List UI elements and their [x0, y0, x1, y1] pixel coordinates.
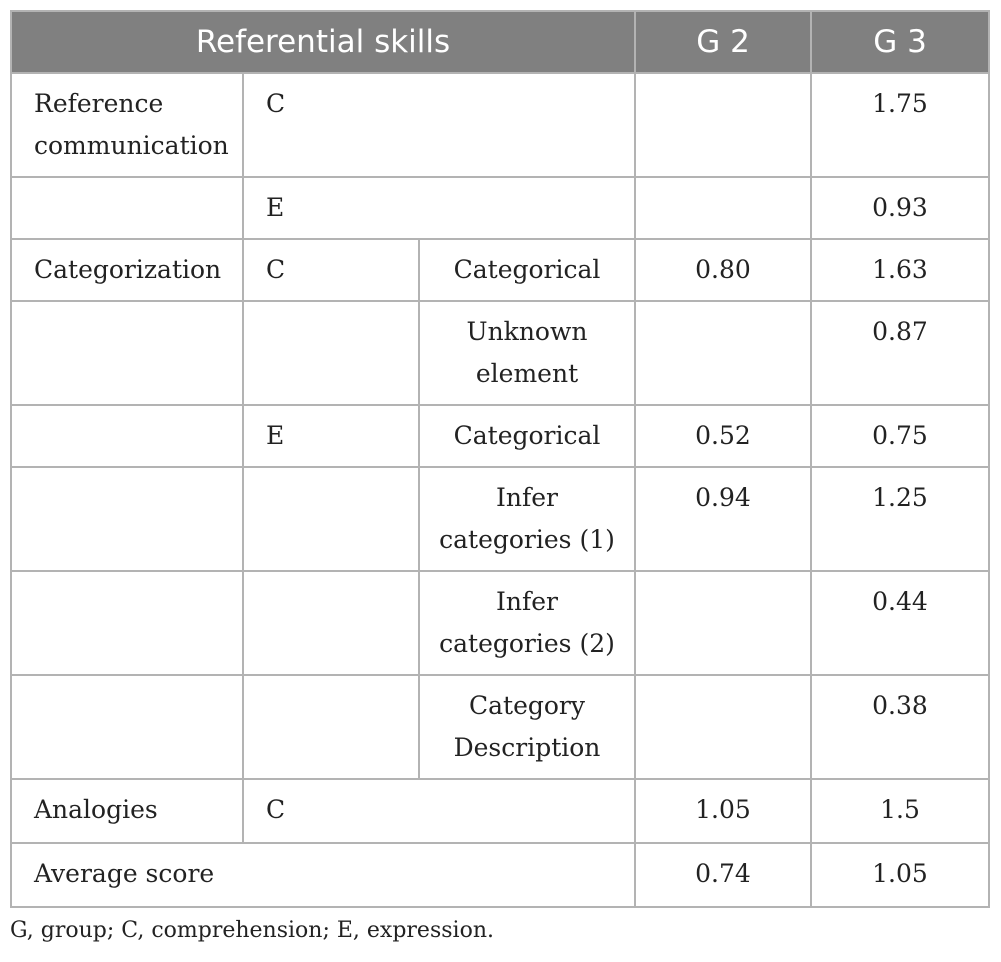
table-row: Infer categories (1) 0.94 1.25 — [10, 466, 990, 572]
g3-cell: 1.25 — [810, 466, 990, 572]
skill-cell — [10, 176, 244, 240]
table-row: Infer categories (2) 0.44 — [10, 570, 990, 676]
task-cell: Unknown element — [418, 300, 636, 406]
task-cell: Category Description — [418, 674, 636, 780]
header-g2: G 2 — [634, 10, 812, 74]
mode-cell — [242, 570, 420, 676]
g2-cell: 1.05 — [634, 778, 812, 844]
task-cell: Infer categories (2) — [418, 570, 636, 676]
skill-cell — [10, 674, 244, 780]
skill-cell — [10, 466, 244, 572]
table-row: Category Description 0.38 — [10, 674, 990, 780]
task-cell: Categorical — [418, 404, 636, 468]
table-row: E 0.93 — [10, 176, 990, 240]
g3-cell: 0.38 — [810, 674, 990, 780]
header-referential-skills: Referential skills — [10, 10, 636, 74]
table-container: Referential skills G 2 G 3 Reference com… — [10, 10, 990, 908]
referential-skills-table: Referential skills G 2 G 3 Reference com… — [10, 10, 990, 908]
skill-cell — [10, 570, 244, 676]
table-row: Reference communication C 1.75 — [10, 72, 990, 178]
g2-cell — [634, 570, 812, 676]
mode-cell: C — [242, 238, 420, 302]
header-row: Referential skills G 2 G 3 — [10, 10, 990, 74]
g2-cell: 0.74 — [634, 842, 812, 908]
table-row: Unknown element 0.87 — [10, 300, 990, 406]
table-row: Average score 0.74 1.05 — [10, 842, 990, 908]
table-row: Categorization C Categorical 0.80 1.63 — [10, 238, 990, 302]
task-cell: Infer categories (1) — [418, 466, 636, 572]
skill-cell: Analogies — [10, 778, 244, 844]
skill-cell: Reference communication — [10, 72, 244, 178]
g3-cell: 1.63 — [810, 238, 990, 302]
g2-cell — [634, 176, 812, 240]
g3-cell: 0.44 — [810, 570, 990, 676]
mode-cell: E — [242, 404, 420, 468]
mode-cell — [242, 300, 420, 406]
skill-cell: Average score — [10, 842, 636, 908]
g2-cell: 0.80 — [634, 238, 812, 302]
g3-cell: 1.75 — [810, 72, 990, 178]
table-footnote: G, group; C, comprehension; E, expressio… — [10, 918, 494, 943]
table-row: E Categorical 0.52 0.75 — [10, 404, 990, 468]
g3-cell: 0.93 — [810, 176, 990, 240]
mode-cell: E — [242, 176, 636, 240]
g2-cell — [634, 300, 812, 406]
header-g3: G 3 — [810, 10, 990, 74]
mode-cell — [242, 674, 420, 780]
g2-cell: 0.94 — [634, 466, 812, 572]
mode-cell: C — [242, 778, 636, 844]
g2-cell — [634, 72, 812, 178]
mode-cell: C — [242, 72, 636, 178]
task-cell: Categorical — [418, 238, 636, 302]
skill-cell: Categorization — [10, 238, 244, 302]
g3-cell: 0.75 — [810, 404, 990, 468]
table-row: Analogies C 1.05 1.5 — [10, 778, 990, 844]
g3-cell: 0.87 — [810, 300, 990, 406]
g2-cell — [634, 674, 812, 780]
g3-cell: 1.05 — [810, 842, 990, 908]
g2-cell: 0.52 — [634, 404, 812, 468]
skill-cell — [10, 404, 244, 468]
g3-cell: 1.5 — [810, 778, 990, 844]
mode-cell — [242, 466, 420, 572]
skill-cell — [10, 300, 244, 406]
